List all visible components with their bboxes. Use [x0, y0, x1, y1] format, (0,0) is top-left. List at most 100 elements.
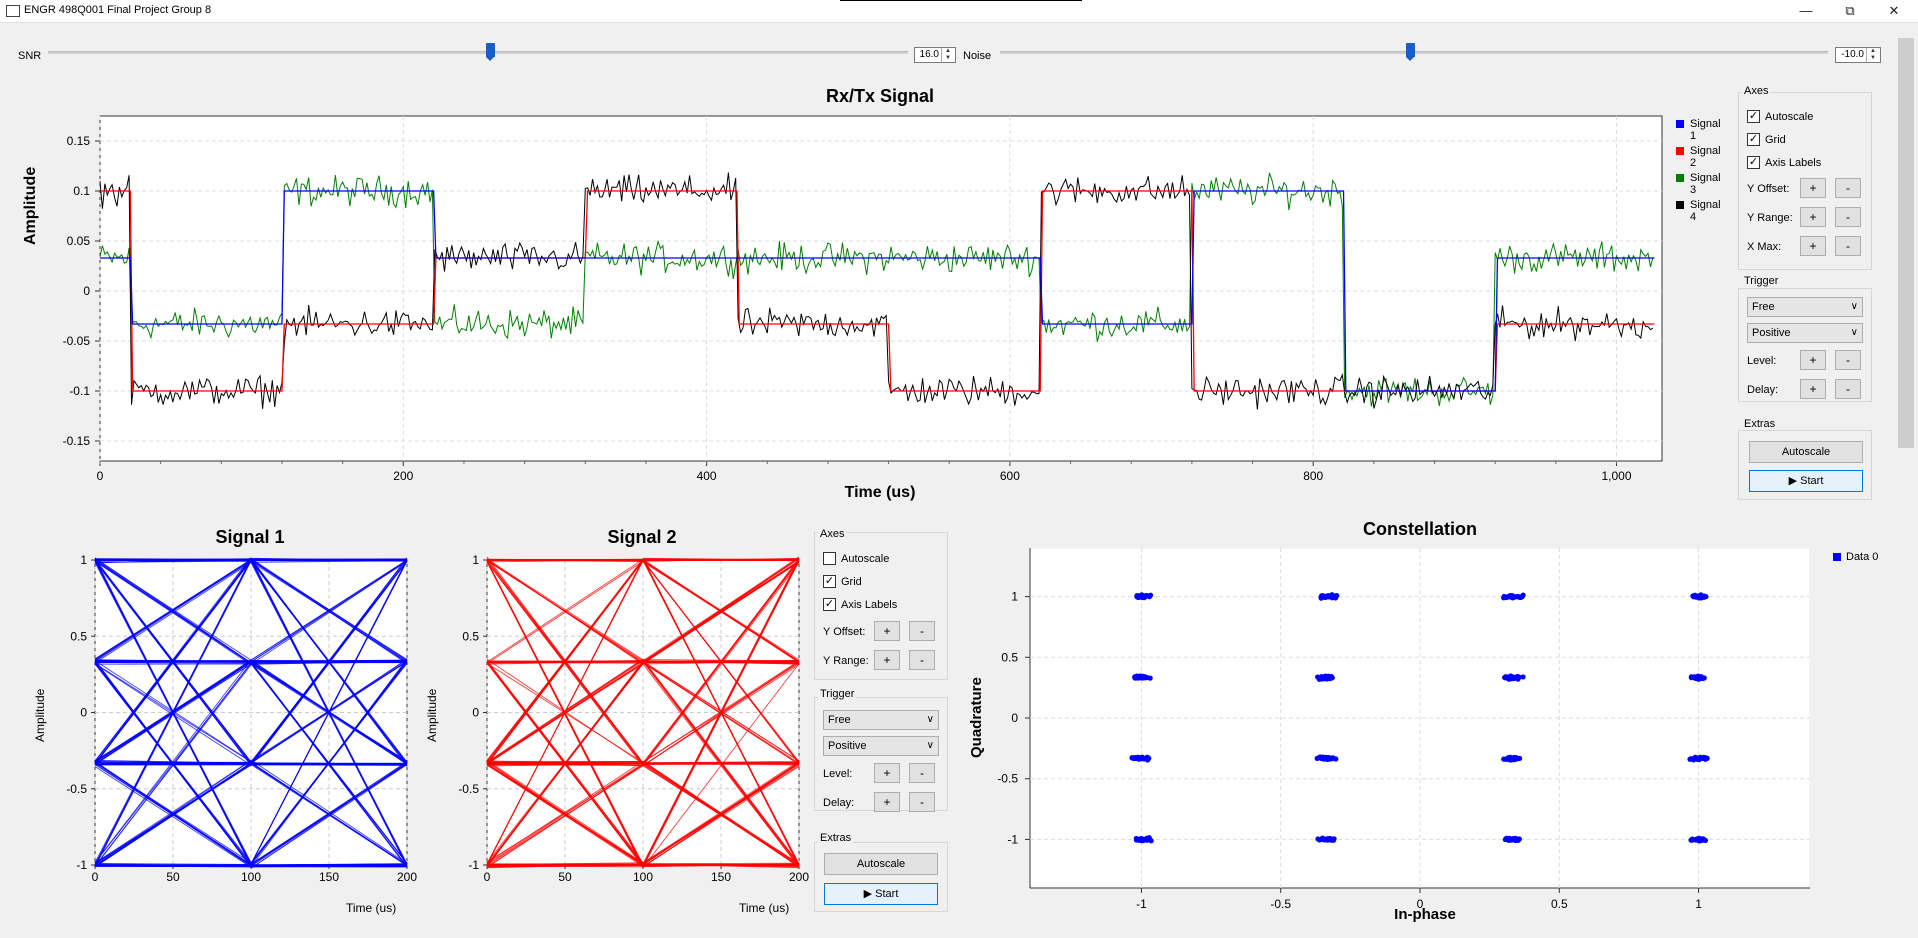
start-button[interactable]: ▶ Start: [1749, 470, 1863, 492]
axis-labels-checkbox[interactable]: ✓: [1747, 156, 1760, 169]
vertical-scrollbar[interactable]: [1896, 30, 1916, 938]
mid-axes-group-title: Axes: [818, 528, 847, 540]
noise-spinbox[interactable]: -10.0 ▲ ▼: [1835, 47, 1881, 63]
constellation-xlabel: In-phase: [1394, 906, 1456, 923]
scatter-dot: [1501, 756, 1507, 762]
scatter-dot: [1514, 594, 1520, 600]
x-max-minus-button[interactable]: -: [1835, 236, 1861, 256]
scatter-dot: [1701, 594, 1707, 600]
mid-grid-label: Grid: [841, 576, 862, 588]
mid-level-plus-button[interactable]: +: [874, 763, 900, 783]
scatter-dot: [1508, 836, 1514, 842]
series-line-signal-4: [99, 172, 1654, 410]
mid-delay-label: Delay:: [823, 797, 855, 809]
mid-y-offset-minus-button[interactable]: -: [909, 621, 935, 641]
trigger-slope-select[interactable]: Positive ∨: [1747, 323, 1863, 343]
delay-label: Delay:: [1747, 384, 1779, 396]
close-button[interactable]: ✕: [1888, 3, 1900, 18]
x-tick-label: 50: [558, 870, 572, 884]
x-tick-label: 50: [166, 870, 180, 884]
y-offset-minus-button[interactable]: -: [1835, 178, 1861, 198]
scatter-dot: [1516, 674, 1522, 680]
snr-slider-track[interactable]: [48, 51, 908, 54]
x-tick-label: 200: [789, 870, 809, 884]
minimize-button[interactable]: —: [1799, 3, 1813, 18]
mid-y-range-plus-button[interactable]: +: [874, 650, 900, 670]
scatter-dot: [1327, 675, 1333, 681]
level-minus-button[interactable]: -: [1835, 350, 1861, 370]
y-range-label: Y Range:: [1747, 212, 1793, 224]
y-tick-label: 0.05: [67, 234, 91, 248]
mid-trigger-slope-select[interactable]: Positive ∨: [823, 736, 939, 756]
legend-swatch-icon: [1676, 174, 1684, 182]
eye-trace: [94, 662, 408, 868]
scatter-dot: [1331, 594, 1337, 600]
autoscale-button[interactable]: Autoscale: [1749, 441, 1863, 463]
autoscale-checkbox[interactable]: ✓: [1747, 110, 1760, 123]
y-tick-label: 0: [472, 706, 479, 720]
constellation-point: [1687, 754, 1710, 763]
y-range-minus-button[interactable]: -: [1835, 207, 1861, 227]
trigger-slope-value: Positive: [1752, 327, 1791, 339]
x-tick-label: 0: [97, 469, 104, 483]
y-tick-label: -0.1: [69, 384, 90, 398]
delay-plus-button[interactable]: +: [1800, 379, 1826, 399]
x-tick-label: 150: [319, 870, 339, 884]
main-plot-area: [99, 115, 1663, 462]
y-tick-label: 0.15: [67, 134, 91, 148]
y-tick-label: -0.05: [63, 334, 91, 348]
mid-y-offset-plus-button[interactable]: +: [874, 621, 900, 641]
x-max-label: X Max:: [1747, 241, 1782, 253]
spin-arrows-icon[interactable]: ▲ ▼: [941, 48, 954, 62]
scatter-dot: [1142, 593, 1148, 600]
snr-slider-handle[interactable]: [486, 43, 495, 61]
chevron-down-icon: ∨: [1850, 327, 1858, 338]
scatter-dot: [1690, 837, 1696, 843]
autoscale-label: Autoscale: [1765, 111, 1814, 123]
x-max-plus-button[interactable]: +: [1800, 236, 1826, 256]
chevron-down-icon: ∨: [1850, 301, 1858, 312]
extras-group: [1738, 430, 1872, 500]
mid-trigger-mode-select[interactable]: Free ∨: [823, 710, 939, 730]
mid-start-button[interactable]: ▶ Start: [824, 883, 938, 905]
scrollbar-thumb[interactable]: [1898, 38, 1914, 448]
level-plus-button[interactable]: +: [1800, 350, 1826, 370]
y-tick-label: -0.5: [997, 772, 1018, 786]
mid-level-minus-button[interactable]: -: [909, 763, 935, 783]
y-range-plus-button[interactable]: +: [1800, 207, 1826, 227]
mid-autoscale-button[interactable]: Autoscale: [824, 853, 938, 875]
y-tick-label: -1: [1007, 832, 1018, 846]
y-tick-label: 1: [472, 553, 479, 567]
eye-trace: [94, 660, 408, 866]
spin-arrows-icon[interactable]: ▲ ▼: [1866, 48, 1879, 62]
maximize-button[interactable]: ⧉: [1845, 3, 1855, 18]
extras-group-title: Extras: [1742, 418, 1778, 430]
grid-checkbox[interactable]: ✓: [1747, 133, 1760, 146]
mid-y-range-minus-button[interactable]: -: [909, 650, 935, 670]
noise-label: Noise: [963, 50, 992, 62]
mid-axis-labels-checkbox[interactable]: ✓: [823, 598, 836, 611]
constellation-point: [1314, 754, 1339, 762]
mid-delay-plus-button[interactable]: +: [874, 792, 900, 812]
y-offset-plus-button[interactable]: +: [1800, 178, 1826, 198]
y-tick-label: 0.5: [70, 629, 87, 643]
window-title: ENGR 498Q001 Final Project Group 8: [24, 4, 212, 16]
constellation-point: [1501, 754, 1523, 763]
delay-minus-button[interactable]: -: [1835, 379, 1861, 399]
y-tick-label: -0.15: [63, 434, 91, 448]
x-tick-label: 200: [393, 469, 413, 483]
mid-grid-checkbox[interactable]: ✓: [823, 575, 836, 588]
eye1-chart: 0 50 100 150 200 1 0.5 0 -0.5 -1: [66, 553, 417, 884]
snr-spinbox[interactable]: 16.0 ▲ ▼: [914, 47, 956, 63]
constellation-point: [1315, 835, 1337, 843]
mid-autoscale-checkbox[interactable]: [823, 552, 836, 565]
noise-slider-handle[interactable]: [1406, 43, 1415, 61]
snr-value: 16.0: [919, 49, 939, 60]
constellation-point: [1688, 835, 1709, 844]
trigger-mode-select[interactable]: Free ∨: [1747, 297, 1863, 317]
main-chart-xlabel: Time (us): [844, 484, 916, 501]
mid-trigger-mode-value: Free: [828, 714, 851, 726]
mid-delay-minus-button[interactable]: -: [909, 792, 935, 812]
y-offset-label: Y Offset:: [1747, 183, 1790, 195]
trigger-mode-value: Free: [1752, 301, 1775, 313]
